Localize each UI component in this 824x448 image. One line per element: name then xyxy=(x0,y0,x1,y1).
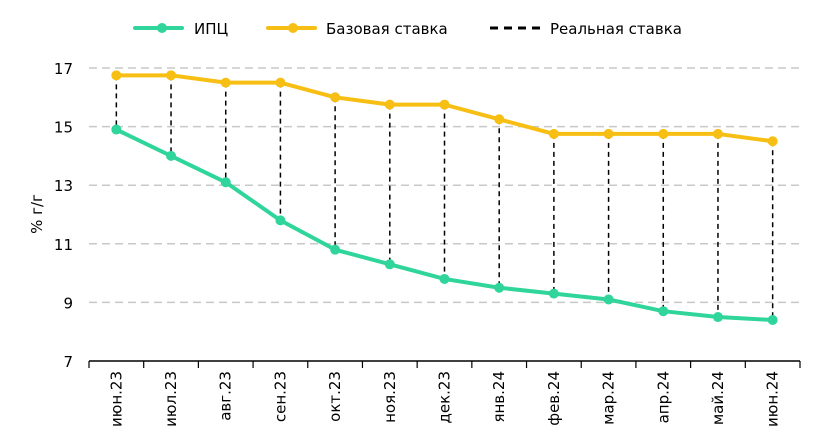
legend-item-cpi: ИПЦ xyxy=(133,20,229,38)
x-tick-label: июн.24 xyxy=(764,371,782,427)
data-point-key-rate xyxy=(767,136,778,147)
x-tick-label: окт.23 xyxy=(326,371,344,422)
y-tick-label: 9 xyxy=(63,294,73,312)
legend-item-key-rate: Базовая ставка xyxy=(266,20,448,38)
legend: ИПЦ Базовая ставка Реальная ставка xyxy=(133,20,682,38)
y-axis: 7 9 11 13 15 17 xyxy=(54,60,73,371)
data-point-cpi xyxy=(166,150,177,161)
data-point-key-rate xyxy=(548,128,559,139)
data-point-key-rate xyxy=(603,128,614,139)
data-point-cpi xyxy=(275,215,286,226)
data-point-cpi xyxy=(767,314,778,325)
data-point-key-rate xyxy=(220,77,231,88)
legend-item-real-rate: Реальная ставка xyxy=(490,20,682,38)
x-tick-label: авг.23 xyxy=(217,371,235,421)
data-point-cpi xyxy=(111,124,122,135)
series-layer xyxy=(111,70,778,325)
y-tick-label: 17 xyxy=(54,60,73,78)
x-tick-label: апр.24 xyxy=(654,371,672,423)
data-point-cpi xyxy=(603,294,614,305)
y-axis-title: % г/г xyxy=(28,194,46,234)
data-point-key-rate xyxy=(166,70,177,81)
y-tick-label: 15 xyxy=(54,119,73,137)
legend-dot-cpi xyxy=(157,23,167,33)
legend-dot-key-rate xyxy=(288,23,298,33)
y-tick-label: 7 xyxy=(63,353,73,371)
data-point-key-rate xyxy=(330,92,341,103)
y-tick-label: 13 xyxy=(54,177,73,195)
x-tick-label: сен.23 xyxy=(271,371,289,422)
x-axis: июн.23 июл.23 авг.23 сен.23 окт.23 ноя.23 дек.… xyxy=(88,360,801,427)
data-point-key-rate xyxy=(658,128,669,139)
x-tick-label: июл.23 xyxy=(162,371,180,427)
legend-label-real-rate: Реальная ставка xyxy=(550,20,682,38)
data-point-cpi xyxy=(384,259,395,270)
data-point-cpi xyxy=(658,306,669,317)
x-tick-label: ноя.23 xyxy=(381,371,399,423)
real-rate-series xyxy=(115,75,774,320)
legend-label-cpi: ИПЦ xyxy=(194,20,229,38)
data-point-cpi xyxy=(548,288,559,299)
x-tick-label: май.24 xyxy=(709,371,727,425)
data-point-cpi xyxy=(220,177,231,188)
data-point-cpi xyxy=(712,312,723,323)
data-point-key-rate xyxy=(712,128,723,139)
data-point-cpi xyxy=(330,244,341,255)
legend-label-key-rate: Базовая ставка xyxy=(326,20,448,38)
data-point-key-rate xyxy=(111,70,122,81)
data-point-key-rate xyxy=(275,77,286,88)
y-tick-label: 11 xyxy=(54,236,73,254)
data-point-key-rate xyxy=(439,99,450,110)
data-point-cpi xyxy=(494,282,505,293)
x-tick-label: мар.24 xyxy=(600,371,618,425)
x-tick-label: дек.23 xyxy=(436,371,454,424)
data-point-key-rate xyxy=(494,114,505,125)
data-point-cpi xyxy=(439,273,450,284)
data-point-key-rate xyxy=(384,99,395,110)
x-tick-label: янв.24 xyxy=(490,371,508,423)
x-tick-label: июн.23 xyxy=(107,371,125,427)
x-tick-label: фев.24 xyxy=(545,371,563,426)
